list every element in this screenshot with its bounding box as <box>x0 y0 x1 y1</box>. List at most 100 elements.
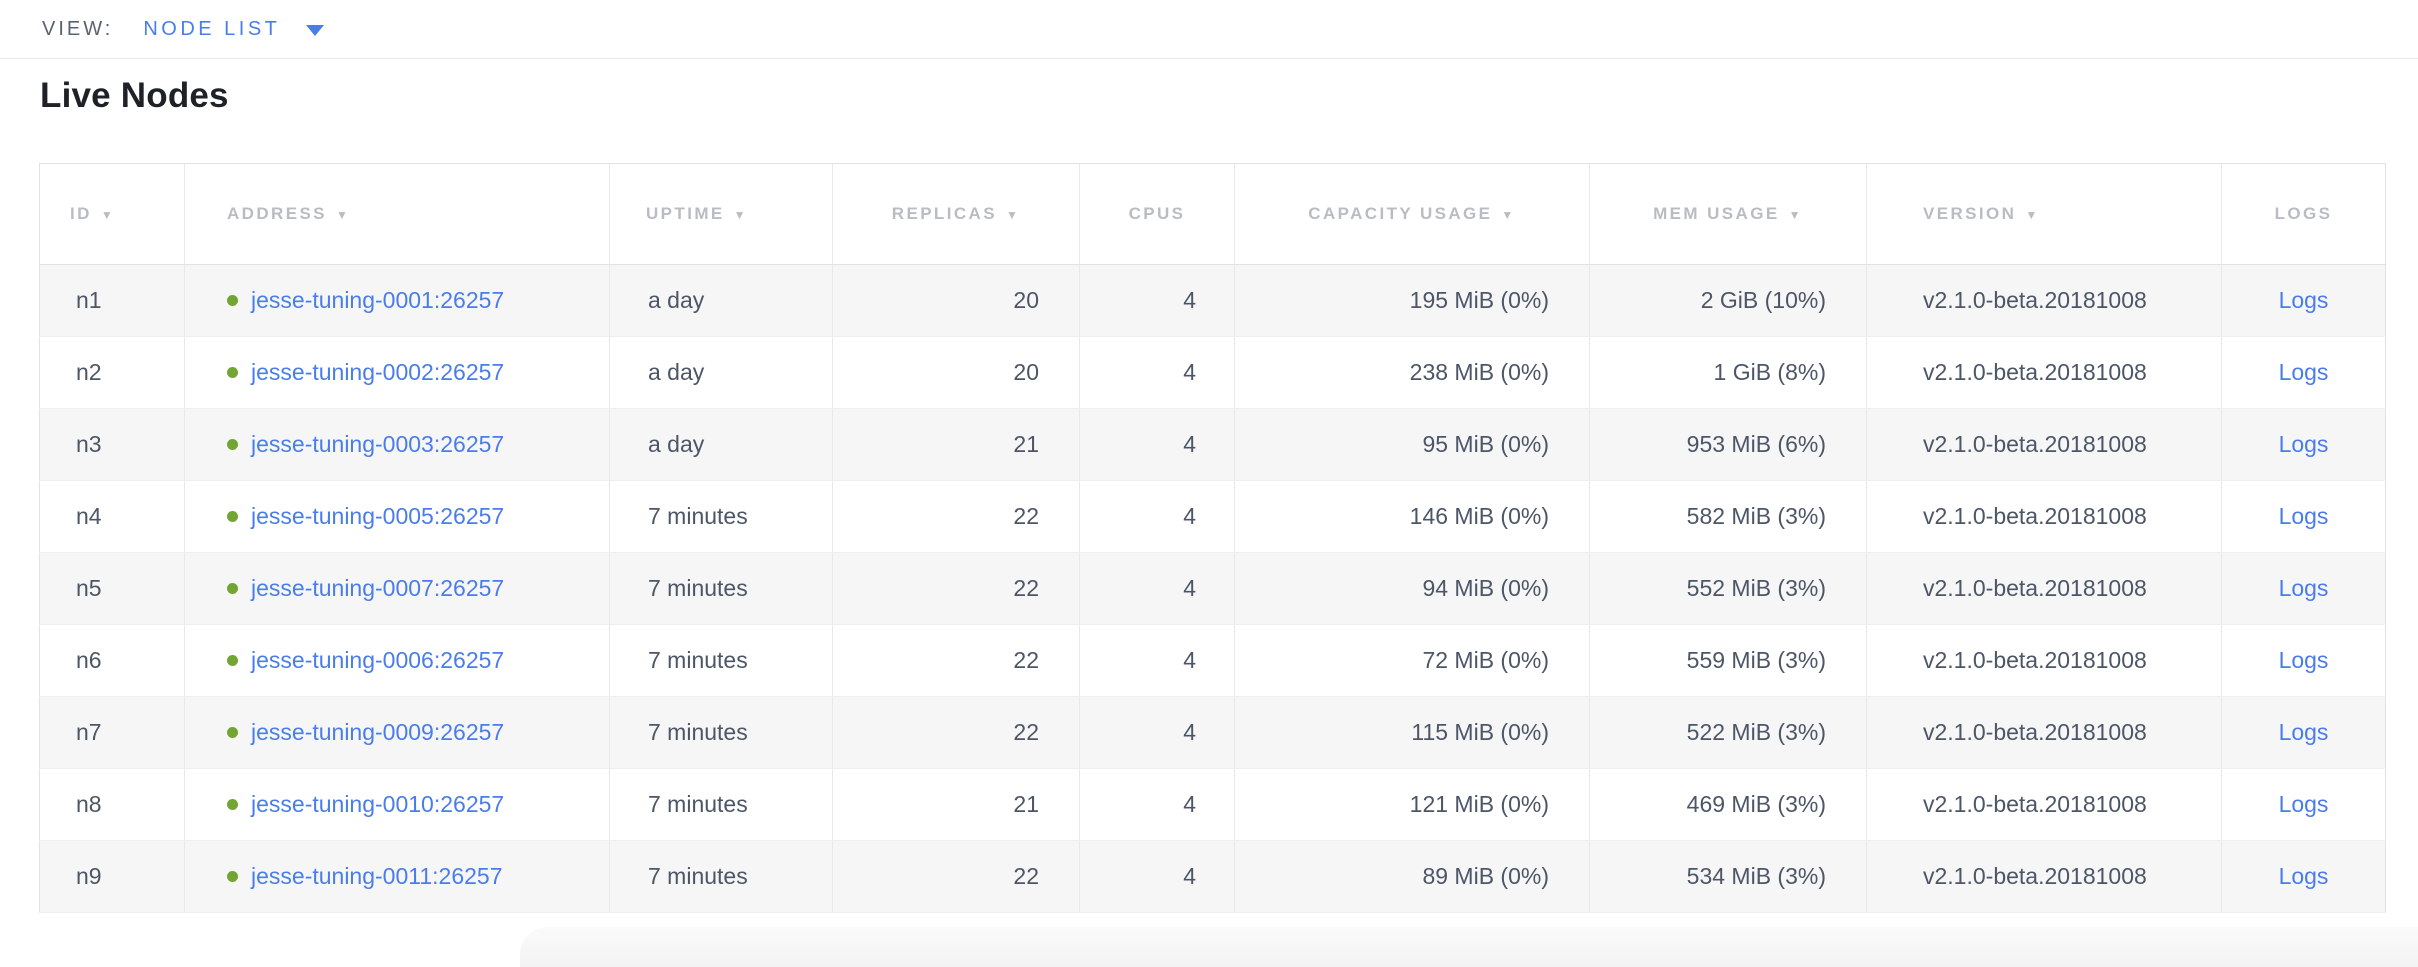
column-header-label: UPTIME <box>646 204 725 223</box>
table-row: n7 jesse-tuning-0009:26257 7 minutes 22 4 115… <box>39 696 2386 769</box>
cell-value: 953 MiB (6%) <box>1686 431 1826 457</box>
cell-value: n5 <box>76 575 102 601</box>
column-header-label: VERSION <box>1923 204 2017 223</box>
column-header-mem[interactable]: MEM USAGE ▼ <box>1589 163 1867 265</box>
cell-replicas: 20 <box>832 336 1080 409</box>
node-logs-link[interactable]: Logs <box>2278 431 2329 457</box>
table-body: n1 jesse-tuning-0001:26257 a day 20 4 195 MiB… <box>39 264 2386 913</box>
node-logs-link[interactable]: Logs <box>2278 863 2329 889</box>
node-address-link[interactable]: jesse-tuning-0003:26257 <box>251 431 505 457</box>
column-header-version[interactable]: VERSION ▼ <box>1866 163 2222 265</box>
cell-value: 22 <box>1013 719 1039 745</box>
node-address-link[interactable]: jesse-tuning-0009:26257 <box>251 719 505 745</box>
cell-version: v2.1.0-beta.20181008 <box>1866 696 2222 769</box>
cell-cpus: 4 <box>1079 336 1235 409</box>
sort-arrow-icon: ▼ <box>733 208 748 222</box>
column-header-label: ID <box>70 204 92 223</box>
node-live-status-icon <box>227 295 238 306</box>
cell-uptime: 7 minutes <box>609 840 833 913</box>
cell-uptime: a day <box>609 408 833 481</box>
cell-replicas: 20 <box>832 264 1080 337</box>
cell-mem: 1 GiB (8%) <box>1589 336 1867 409</box>
cell-mem: 469 MiB (3%) <box>1589 768 1867 841</box>
node-logs-link[interactable]: Logs <box>2278 359 2329 385</box>
cell-logs: Logs <box>2221 552 2386 625</box>
column-header-address[interactable]: ADDRESS ▼ <box>184 163 610 265</box>
cell-value: a day <box>648 431 705 457</box>
column-header-replicas[interactable]: REPLICAS ▼ <box>832 163 1080 265</box>
cell-uptime: 7 minutes <box>609 480 833 553</box>
cell-address: jesse-tuning-0006:26257 <box>184 624 610 697</box>
node-logs-link[interactable]: Logs <box>2278 719 2329 745</box>
cell-version: v2.1.0-beta.20181008 <box>1866 480 2222 553</box>
cell-value: 4 <box>1183 719 1196 745</box>
cell-value: n7 <box>76 719 102 745</box>
cell-cpus: 4 <box>1079 480 1235 553</box>
cell-value: 115 MiB (0%) <box>1411 719 1549 745</box>
cell-version: v2.1.0-beta.20181008 <box>1866 336 2222 409</box>
node-logs-link[interactable]: Logs <box>2278 503 2329 529</box>
node-address-link[interactable]: jesse-tuning-0005:26257 <box>251 503 505 529</box>
node-logs-link[interactable]: Logs <box>2278 575 2329 601</box>
next-section-top-edge <box>520 927 2418 967</box>
cell-value: 21 <box>1013 791 1039 817</box>
cell-value: 89 MiB (0%) <box>1422 863 1549 889</box>
cell-uptime: a day <box>609 264 833 337</box>
table-row: n4 jesse-tuning-0005:26257 7 minutes 22 4 146… <box>39 480 2386 553</box>
cell-logs: Logs <box>2221 408 2386 481</box>
cell-id: n1 <box>39 264 185 337</box>
node-address-link[interactable]: jesse-tuning-0011:26257 <box>251 863 503 889</box>
cell-value: 4 <box>1183 575 1196 601</box>
cell-id: n9 <box>39 840 185 913</box>
column-header-label: CAPACITY USAGE <box>1308 204 1493 223</box>
cell-value: 4 <box>1183 503 1196 529</box>
column-header-uptime[interactable]: UPTIME ▼ <box>609 163 833 265</box>
cell-value: 20 <box>1013 287 1039 313</box>
view-selector-value: NODE LIST <box>143 17 281 40</box>
cell-cpus: 4 <box>1079 552 1235 625</box>
cell-replicas: 22 <box>832 480 1080 553</box>
column-header-label: MEM USAGE <box>1653 204 1780 223</box>
cell-value: 7 minutes <box>648 575 748 601</box>
cell-logs: Logs <box>2221 696 2386 769</box>
node-logs-link[interactable]: Logs <box>2278 647 2329 673</box>
table-row: n8 jesse-tuning-0010:26257 7 minutes 21 4 121… <box>39 768 2386 841</box>
cell-cpus: 4 <box>1079 264 1235 337</box>
view-selector-dropdown[interactable]: NODE LIST <box>143 17 325 41</box>
node-live-status-icon <box>227 655 238 666</box>
view-bar-label: VIEW: <box>42 17 114 40</box>
cell-logs: Logs <box>2221 480 2386 553</box>
cell-version: v2.1.0-beta.20181008 <box>1866 840 2222 913</box>
cell-uptime: 7 minutes <box>609 696 833 769</box>
column-header-capacity[interactable]: CAPACITY USAGE ▼ <box>1234 163 1590 265</box>
node-live-status-icon <box>227 583 238 594</box>
cell-capacity: 115 MiB (0%) <box>1234 696 1590 769</box>
node-address-link[interactable]: jesse-tuning-0001:26257 <box>251 287 505 313</box>
node-address-link[interactable]: jesse-tuning-0006:26257 <box>251 647 505 673</box>
cell-id: n7 <box>39 696 185 769</box>
table-row: n9 jesse-tuning-0011:26257 7 minutes 22 4 89 … <box>39 840 2386 913</box>
dropdown-arrow-icon <box>306 25 325 36</box>
table-row: n6 jesse-tuning-0006:26257 7 minutes 22 4 72 … <box>39 624 2386 697</box>
cell-mem: 559 MiB (3%) <box>1589 624 1867 697</box>
node-live-status-icon <box>227 727 238 738</box>
node-address-link[interactable]: jesse-tuning-0002:26257 <box>251 359 505 385</box>
cell-value: 238 MiB (0%) <box>1409 359 1549 385</box>
cell-value: v2.1.0-beta.20181008 <box>1923 359 2147 385</box>
cell-value: 22 <box>1013 503 1039 529</box>
table-row: n5 jesse-tuning-0007:26257 7 minutes 22 4 94 … <box>39 552 2386 625</box>
cell-capacity: 95 MiB (0%) <box>1234 408 1590 481</box>
node-address-link[interactable]: jesse-tuning-0007:26257 <box>251 575 505 601</box>
cell-value: n8 <box>76 791 102 817</box>
cell-version: v2.1.0-beta.20181008 <box>1866 408 2222 481</box>
cell-capacity: 195 MiB (0%) <box>1234 264 1590 337</box>
node-address-link[interactable]: jesse-tuning-0010:26257 <box>251 791 505 817</box>
sort-arrow-icon: ▼ <box>100 208 116 222</box>
node-logs-link[interactable]: Logs <box>2278 287 2329 313</box>
cell-value: 94 MiB (0%) <box>1422 575 1549 601</box>
cell-value: 4 <box>1183 287 1196 313</box>
node-logs-link[interactable]: Logs <box>2278 791 2329 817</box>
column-header-id[interactable]: ID ▼ <box>39 163 185 265</box>
cell-value: 469 MiB (3%) <box>1686 791 1826 817</box>
cell-id: n8 <box>39 768 185 841</box>
